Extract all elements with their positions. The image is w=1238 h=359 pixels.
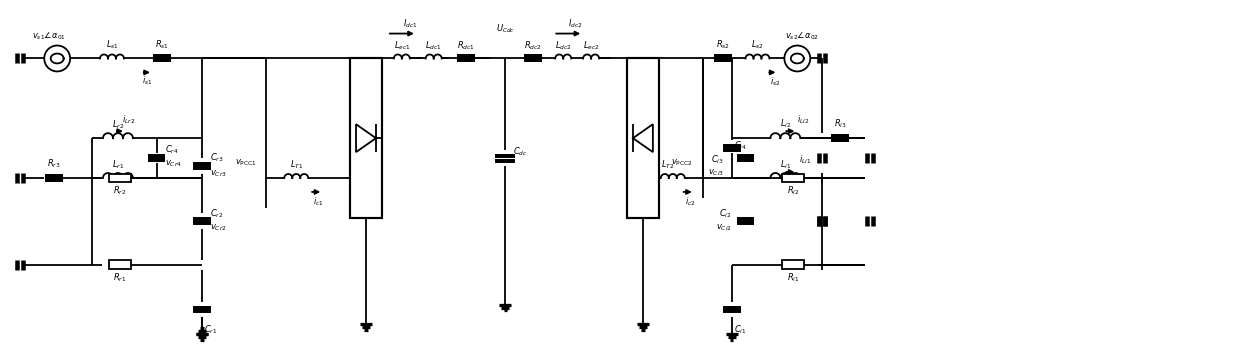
Text: $R_{i2}$: $R_{i2}$ xyxy=(787,185,800,197)
Text: $i_{Lr2}$: $i_{Lr2}$ xyxy=(123,114,135,126)
Text: $L_{r1}$: $L_{r1}$ xyxy=(111,159,124,171)
Text: $L_{i2}$: $L_{i2}$ xyxy=(780,118,791,130)
Text: $i_{Li1}$: $i_{Li1}$ xyxy=(799,154,811,166)
Text: $v_{Ci3}$: $v_{Ci3}$ xyxy=(708,168,723,178)
Text: $L_{dc1}$: $L_{dc1}$ xyxy=(426,39,442,52)
Text: $C_{i1}$: $C_{i1}$ xyxy=(734,323,747,336)
Text: $i_{Li2}$: $i_{Li2}$ xyxy=(797,114,810,126)
Text: $R_{i3}$: $R_{i3}$ xyxy=(833,118,847,130)
Text: $R_{r2}$: $R_{r2}$ xyxy=(113,185,126,197)
Text: $U_{Cdc}$: $U_{Cdc}$ xyxy=(496,22,515,35)
Text: $v_{\rm PCC1}$: $v_{\rm PCC1}$ xyxy=(235,158,256,168)
Text: $i_{s1}$: $i_{s1}$ xyxy=(141,74,152,87)
FancyBboxPatch shape xyxy=(525,55,542,62)
Text: $v_{Cr2}$: $v_{Cr2}$ xyxy=(209,222,227,233)
Text: $v_{Cr4}$: $v_{Cr4}$ xyxy=(165,159,182,169)
Text: $I_{dc2}$: $I_{dc2}$ xyxy=(568,17,582,30)
Text: $C_{i4}$: $C_{i4}$ xyxy=(734,140,747,152)
Text: $i_{c2}$: $i_{c2}$ xyxy=(686,196,696,208)
Bar xyxy=(109,260,131,269)
Text: $L_{ec1}$: $L_{ec1}$ xyxy=(394,39,410,52)
Text: $C_{i2}$: $C_{i2}$ xyxy=(719,207,732,220)
Text: $L_{ec2}$: $L_{ec2}$ xyxy=(583,39,599,52)
Text: $R_{r1}$: $R_{r1}$ xyxy=(113,271,126,284)
Polygon shape xyxy=(633,124,652,152)
Text: $i_{c1}$: $i_{c1}$ xyxy=(313,196,323,208)
Bar xyxy=(782,260,805,269)
Text: $i_{s2}$: $i_{s2}$ xyxy=(770,75,781,88)
Text: $v_{Cr3}$: $v_{Cr3}$ xyxy=(209,169,227,179)
FancyBboxPatch shape xyxy=(152,55,171,62)
Text: $v_{s1}\angle\alpha_{01}$: $v_{s1}\angle\alpha_{01}$ xyxy=(32,31,66,42)
Text: $C_{r2}$: $C_{r2}$ xyxy=(209,207,223,220)
Text: $L_{dc2}$: $L_{dc2}$ xyxy=(555,39,572,52)
Text: $R_{i1}$: $R_{i1}$ xyxy=(787,271,800,284)
Text: $C_{dc}$: $C_{dc}$ xyxy=(514,146,529,158)
Bar xyxy=(350,59,381,218)
Text: $v_{Ci2}$: $v_{Ci2}$ xyxy=(716,222,732,233)
Text: $L_{s1}$: $L_{s1}$ xyxy=(105,38,119,51)
Text: $L_{r2}$: $L_{r2}$ xyxy=(111,119,124,131)
Text: $C_{r3}$: $C_{r3}$ xyxy=(209,152,223,164)
Text: $C_{r1}$: $C_{r1}$ xyxy=(203,323,217,336)
Text: $L_{T1}$: $L_{T1}$ xyxy=(290,159,303,171)
Text: $L_{s2}$: $L_{s2}$ xyxy=(751,38,764,51)
Text: $R_{s1}$: $R_{s1}$ xyxy=(155,38,168,51)
Text: $C_{i3}$: $C_{i3}$ xyxy=(711,154,723,166)
Text: $R_{s2}$: $R_{s2}$ xyxy=(716,38,729,51)
FancyBboxPatch shape xyxy=(457,55,474,62)
Bar xyxy=(626,59,659,218)
FancyBboxPatch shape xyxy=(831,134,849,142)
Text: $R_{dc1}$: $R_{dc1}$ xyxy=(457,39,474,52)
Text: $L_{i1}$: $L_{i1}$ xyxy=(780,159,791,171)
Text: $C_{r4}$: $C_{r4}$ xyxy=(165,144,178,157)
Text: $v_{s2}\angle\alpha_{02}$: $v_{s2}\angle\alpha_{02}$ xyxy=(785,31,820,42)
Bar xyxy=(782,173,805,182)
Text: $R_{r3}$: $R_{r3}$ xyxy=(47,158,61,170)
Text: $L_{T2}$: $L_{T2}$ xyxy=(661,159,675,171)
FancyBboxPatch shape xyxy=(46,174,63,182)
Polygon shape xyxy=(357,124,376,152)
Text: $v_{\rm PCC2}$: $v_{\rm PCC2}$ xyxy=(671,158,693,168)
FancyBboxPatch shape xyxy=(713,55,732,62)
Text: $R_{dc2}$: $R_{dc2}$ xyxy=(525,39,542,52)
Bar xyxy=(109,173,131,182)
Text: $I_{dc1}$: $I_{dc1}$ xyxy=(402,17,417,30)
